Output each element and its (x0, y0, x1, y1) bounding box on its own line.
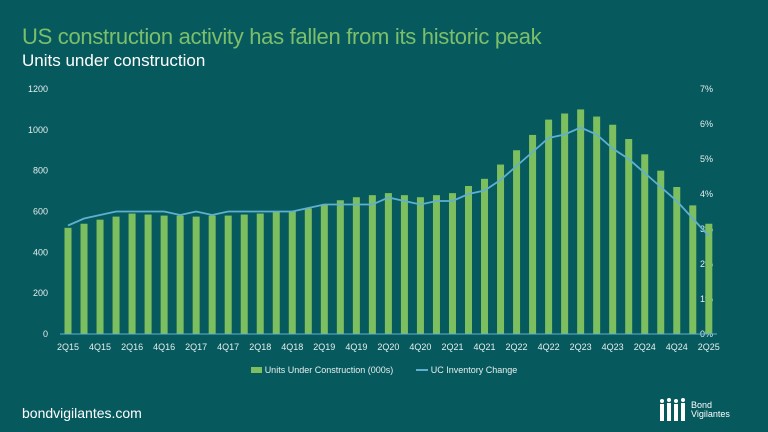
legend-line-label: UC Inventory Change (430, 364, 518, 375)
bar-2Q25 (705, 223, 713, 334)
bar-3Q20 (400, 195, 408, 334)
bar-2Q15 (64, 227, 72, 334)
bar-4Q15 (96, 219, 104, 334)
bar-2Q20 (384, 193, 392, 334)
bar-2Q16 (128, 213, 136, 334)
slide-title: US construction activity has fallen from… (22, 24, 542, 49)
y-left-tick-label: 600 (33, 207, 48, 217)
x-tick-label: 2Q20 (377, 342, 399, 352)
y-right-tick-label: 5% (700, 154, 713, 164)
bar-1Q24 (625, 139, 633, 334)
x-tick-label: 2Q22 (506, 342, 528, 352)
x-tick-label: 4Q19 (345, 342, 367, 352)
bar-2Q21 (448, 193, 456, 334)
bar-4Q24 (673, 187, 681, 334)
bar-4Q22 (545, 119, 553, 334)
bar-3Q19 (336, 200, 344, 334)
bar-1Q22 (497, 164, 505, 334)
x-tick-label: 2Q16 (121, 342, 143, 352)
bar-4Q19 (352, 197, 360, 334)
x-tick-label: 2Q23 (570, 342, 592, 352)
bar-2Q23 (577, 109, 585, 335)
bar-4Q20 (416, 197, 424, 334)
x-tick-label: 2Q21 (441, 342, 463, 352)
bar-1Q23 (561, 113, 569, 334)
logo-text-vigilantes: Vigilantes (691, 409, 730, 419)
bar-3Q16 (144, 214, 152, 334)
x-tick-label: 4Q23 (602, 342, 624, 352)
legend-line-swatch (415, 368, 428, 371)
x-tick-label: 4Q20 (409, 342, 431, 352)
bar-3Q23 (593, 116, 601, 334)
people-logo-icon (660, 398, 685, 421)
bar-3Q15 (80, 223, 88, 334)
bond-vigilantes-logo: Bond Vigilantes (658, 398, 730, 422)
x-tick-label: 2Q19 (313, 342, 335, 352)
y-left-tick-label: 0 (43, 329, 48, 339)
bar-4Q16 (160, 215, 168, 334)
x-tick-label: 2Q17 (185, 342, 207, 352)
y-right-tick-label: 6% (700, 119, 713, 129)
bar-1Q18 (240, 214, 248, 334)
bar-4Q18 (288, 211, 296, 334)
bar-1Q25 (689, 205, 697, 334)
x-tick-label: 4Q17 (217, 342, 239, 352)
bar-1Q21 (432, 195, 440, 334)
legend: Units Under Construction (000s) UC Inven… (0, 364, 768, 375)
y-left-tick-label: 400 (33, 247, 48, 257)
bar-3Q21 (465, 185, 472, 334)
x-tick-label: 4Q22 (538, 342, 560, 352)
x-tick-label: 4Q18 (281, 342, 303, 352)
footer-url[interactable]: bondvigilantes.com (22, 405, 142, 421)
bar-2Q19 (320, 204, 328, 334)
bar-1Q19 (304, 208, 312, 334)
bar-1Q17 (176, 215, 184, 334)
x-tick-label: 2Q15 (57, 342, 79, 352)
bar-2Q17 (192, 216, 200, 334)
y-left-tick-label: 1200 (28, 84, 48, 94)
legend-bar-label: Units Under Construction (000s) (264, 364, 394, 375)
bar-3Q24 (657, 170, 665, 334)
bar-4Q21 (481, 178, 489, 334)
bar-2Q22 (513, 150, 521, 334)
y-left-tick-label: 800 (33, 166, 48, 176)
bar-3Q18 (272, 211, 280, 334)
bar-4Q17 (224, 215, 232, 334)
logo-text-bond: Bond (691, 400, 713, 410)
bar-2Q18 (256, 213, 264, 334)
bar-3Q22 (529, 134, 537, 334)
chart-subtitle: Units under construction (22, 51, 206, 70)
bar-3Q17 (208, 215, 216, 334)
bar-1Q20 (368, 195, 376, 334)
bar-2Q24 (641, 154, 649, 334)
x-tick-label: 2Q25 (698, 342, 720, 352)
y-left-tick-label: 1000 (28, 125, 48, 135)
x-tick-label: 2Q24 (634, 342, 656, 352)
x-tick-label: 4Q24 (666, 342, 688, 352)
bar-4Q23 (609, 124, 617, 335)
x-tick-label: 4Q15 (89, 342, 111, 352)
x-tick-label: 4Q16 (153, 342, 175, 352)
x-tick-label: 4Q21 (474, 342, 496, 352)
y-right-tick-label: 4% (700, 189, 713, 199)
y-left-tick-label: 200 (33, 288, 48, 298)
bar-1Q16 (112, 216, 120, 334)
y-right-tick-label: 7% (700, 84, 713, 94)
legend-bar-swatch (250, 366, 262, 373)
x-tick-label: 2Q18 (249, 342, 271, 352)
